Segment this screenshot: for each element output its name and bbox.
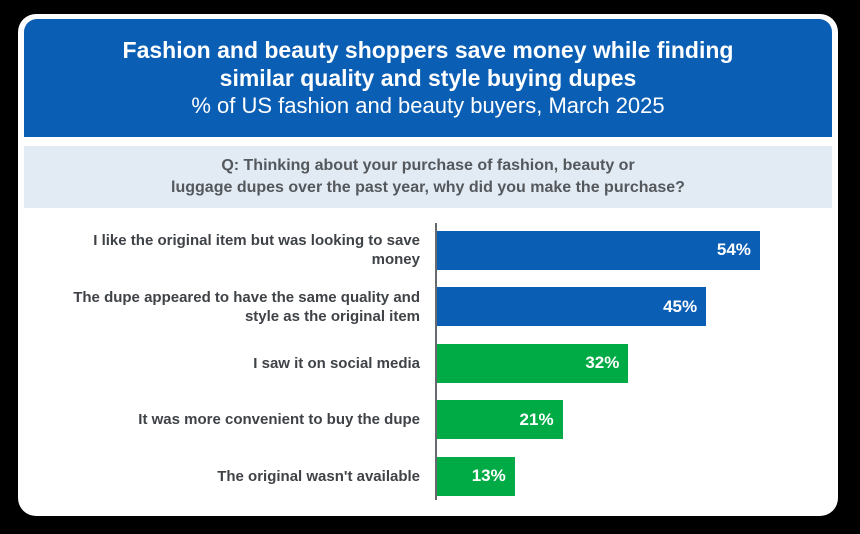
bar-value-label: 13% <box>471 466 506 485</box>
category-axis-line <box>435 223 437 500</box>
chart-title-banner: Fashion and beauty shoppers save money w… <box>24 19 832 137</box>
bar: 21% <box>437 400 563 439</box>
bar-category-label: I saw it on social media <box>253 354 420 372</box>
chart-area: I like the original item but was looking… <box>18 208 838 516</box>
bar-value-label: 21% <box>519 409 554 429</box>
chart-card: Fashion and beauty shoppers save money w… <box>18 14 838 516</box>
bar: 54% <box>437 230 760 270</box>
chart-title-line-1: Fashion and beauty shoppers save money w… <box>122 37 734 63</box>
bar: 32% <box>437 343 629 383</box>
bar-category-label: It was more convenient to buy the dupe <box>138 411 420 428</box>
bar: 13% <box>437 456 515 496</box>
bar-category-label: The dupe appeared to have the same quali… <box>73 288 420 325</box>
chart-subtitle: % of US fashion and beauty buyers, March… <box>191 93 665 118</box>
chart-title-line-2: similar quality and style buying dupes <box>219 65 637 91</box>
bar-value-label: 45% <box>663 296 698 316</box>
bar-value-label: 54% <box>716 240 751 259</box>
bar-row: The original wasn't available 13% <box>18 456 838 496</box>
bar-category-label: I like the original item but was looking… <box>93 232 420 268</box>
bar-row: I like the original item but was looking… <box>18 230 838 270</box>
bar-row: It was more convenient to buy the dupe 21… <box>18 400 838 439</box>
bar-value-label: 32% <box>585 353 620 372</box>
bar-category-label: The original wasn't available <box>217 467 420 485</box>
survey-question-line-2: luggage dupes over the past year, why di… <box>171 179 685 196</box>
survey-question-line-1: Q: Thinking about your purchase of fashi… <box>221 157 635 174</box>
bar: 45% <box>437 287 707 326</box>
survey-question-band: Q: Thinking about your purchase of fashi… <box>24 146 832 208</box>
bar-row: The dupe appeared to have the same quali… <box>18 287 838 326</box>
bar-row: I saw it on social media 32% <box>18 343 838 383</box>
